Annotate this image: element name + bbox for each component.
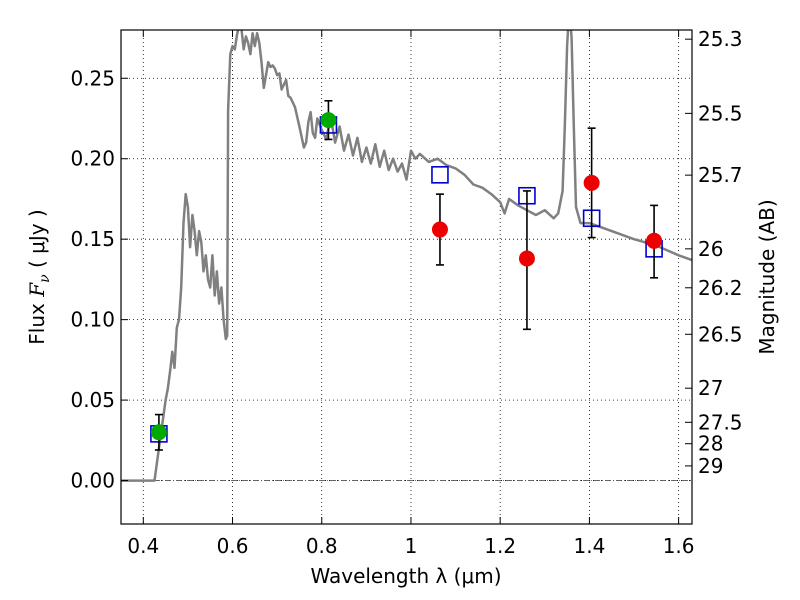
x-tick-label: 1.2: [484, 534, 516, 558]
y-tick-label: 0.05: [70, 388, 115, 412]
ticks-group: 0.4 0.6 0.8 1 1.2 1.4 1.6 0.00 0.05 0.10 0.15 0.20 0…: [70, 27, 742, 558]
y-tick-label: 0.20: [70, 147, 115, 171]
right-tick-label: 25.7: [698, 163, 743, 187]
detection-point: [320, 112, 337, 129]
right-tick-label: 28: [698, 432, 723, 456]
x-tick-label: 0.8: [306, 534, 338, 558]
data-points-group: [150, 112, 663, 441]
right-tick-label: 26.5: [698, 322, 743, 346]
detection-point: [150, 424, 167, 441]
right-tick-label: 25.3: [698, 27, 743, 51]
measurement-point: [583, 174, 600, 191]
x-tick-label: 1.4: [573, 534, 605, 558]
right-tick-label: 27: [698, 376, 723, 400]
model-sed-group: [121, 30, 692, 482]
y-axis-label: Flux Fν ( μJy ): [25, 209, 53, 344]
y-tick-label: 0.25: [70, 66, 115, 90]
y-tick-label: 0.10: [70, 308, 115, 332]
x-tick-label: 1.6: [663, 534, 695, 558]
right-tick-label: 27.5: [698, 410, 743, 434]
plot-frame: [120, 29, 693, 525]
model-photometry-square: [431, 166, 449, 184]
right-tick-label: 29: [698, 454, 723, 478]
right-tick-label: 25.5: [698, 101, 743, 125]
x-axis-label: Wavelength λ (μm): [310, 564, 501, 588]
y-tick-label: 0.15: [70, 227, 115, 251]
measurement-point: [431, 221, 448, 238]
x-tick-label: 0.6: [217, 534, 249, 558]
y-tick-label: 0.00: [70, 469, 115, 493]
measurement-point: [518, 250, 535, 267]
right-tick-label: 26: [698, 237, 723, 261]
x-tick-label: 0.4: [127, 534, 159, 558]
right-axis-label: Magnitude (AB): [755, 199, 779, 354]
x-tick-label: 1: [405, 534, 418, 558]
right-tick-label: 26.2: [698, 276, 743, 300]
model-sed-line: [121, 30, 692, 482]
measurement-point: [646, 232, 663, 249]
